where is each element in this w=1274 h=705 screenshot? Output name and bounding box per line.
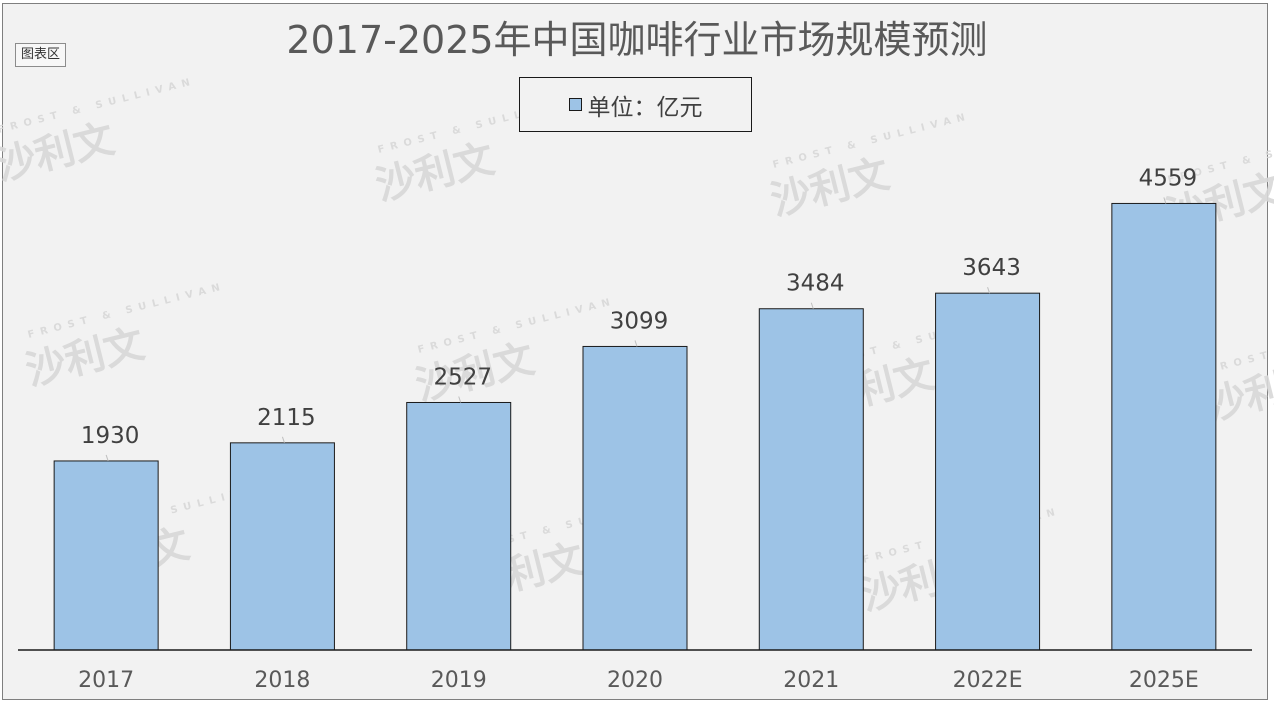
data-label-2017: 1930 bbox=[81, 423, 140, 449]
chart-area-tag: 图表区 bbox=[15, 43, 67, 67]
x-tick-2017: 2017 bbox=[78, 668, 134, 693]
x-tick-2021: 2021 bbox=[783, 668, 839, 693]
data-label-2021: 3484 bbox=[786, 271, 845, 297]
data-label-2018: 2115 bbox=[257, 405, 316, 431]
data-label-2020: 3099 bbox=[610, 308, 669, 334]
leader-line bbox=[105, 454, 109, 462]
bar-2018 bbox=[229, 442, 335, 651]
leader-layer bbox=[105, 197, 1167, 462]
bar-2022E bbox=[935, 292, 1041, 651]
chart-title: 2017-2025年中国咖啡行业市场规模预测 bbox=[286, 18, 988, 62]
leader-line bbox=[281, 436, 285, 443]
data-label-2019: 2527 bbox=[433, 364, 492, 390]
x-tick-2018: 2018 bbox=[254, 668, 310, 693]
bar-layer bbox=[53, 202, 1217, 651]
x-tick-layer: 2017 2018 2019 2020 2021 2022E 2025E bbox=[78, 668, 1199, 693]
leader-line bbox=[634, 340, 638, 347]
data-label-2022E: 3643 bbox=[962, 255, 1021, 281]
x-tick-2022E: 2022E bbox=[953, 668, 1023, 693]
x-tick-2025E: 2025E bbox=[1129, 668, 1199, 693]
bar-2020 bbox=[582, 345, 688, 651]
leader-line bbox=[810, 302, 814, 309]
x-tick-2019: 2019 bbox=[431, 668, 487, 693]
bar-2019 bbox=[406, 401, 512, 651]
legend: 单位：亿元 bbox=[519, 77, 752, 132]
x-tick-2020: 2020 bbox=[607, 668, 663, 693]
bar-2025E bbox=[1111, 202, 1217, 651]
leader-line bbox=[1163, 197, 1167, 204]
watermark-en: FROST & SULLIVAN bbox=[1207, 316, 1274, 376]
leader-line bbox=[987, 287, 991, 294]
bar-2017 bbox=[53, 460, 159, 651]
data-label-2025E: 4559 bbox=[1139, 165, 1198, 191]
legend-label: 单位：亿元 bbox=[587, 94, 703, 121]
data-label-layer: 1930 2115 2527 3099 3484 3643 4559 bbox=[81, 165, 1197, 449]
leader-line bbox=[458, 396, 462, 403]
bar-2021 bbox=[758, 308, 864, 651]
legend-swatch bbox=[568, 98, 582, 111]
